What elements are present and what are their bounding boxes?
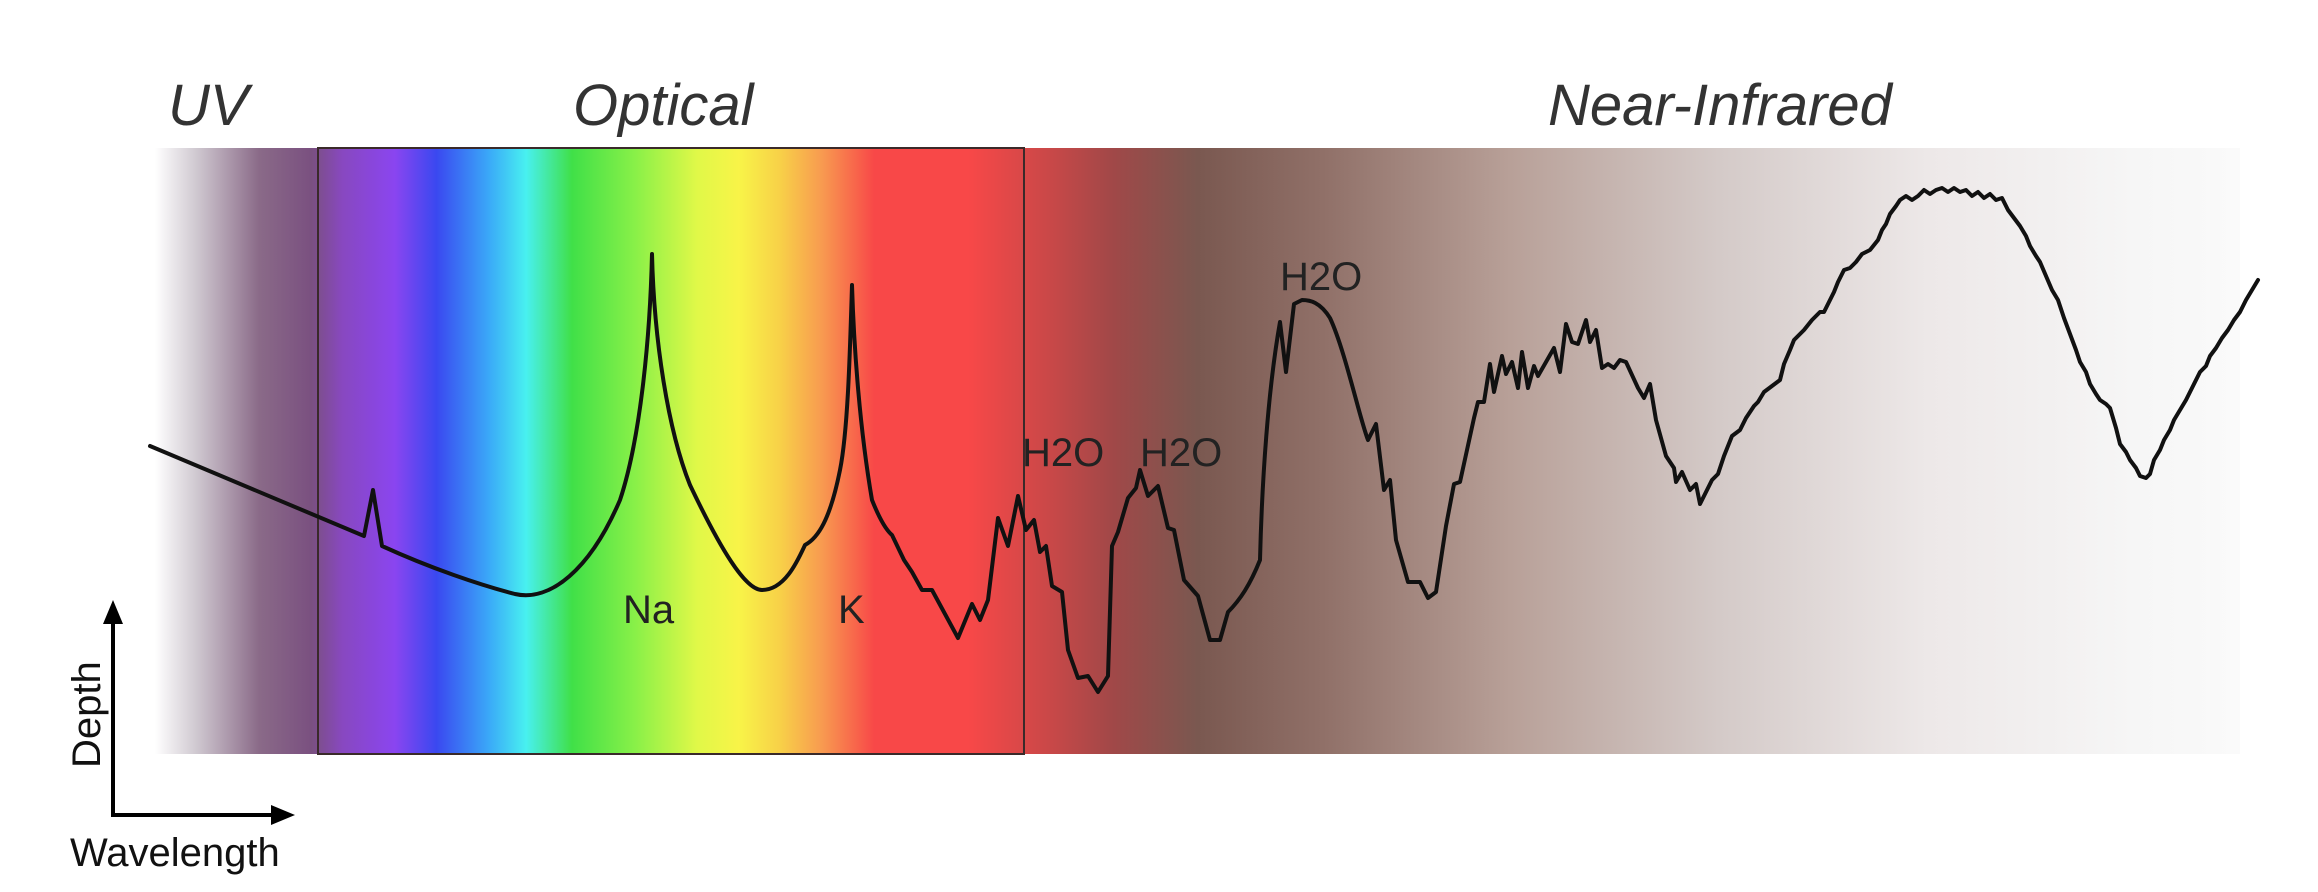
near-infrared-region-label: Near-Infrared [1548,73,1894,138]
h2o-label-3: H2O [1280,255,1362,299]
optical-region-box [317,147,1025,755]
y-axis-label: Depth [65,661,109,768]
spectrum-line [148,186,2260,694]
x-axis-arrowhead [271,805,295,825]
h2o-label-2: H2O [1140,431,1222,475]
uv-region-label: UV [168,73,254,138]
na-label: Na [623,588,675,632]
optical-region-label: Optical [573,73,756,138]
k-label: K [838,588,865,632]
axes [103,600,295,825]
x-axis-label: Wavelength [70,831,280,875]
spectrum-band [155,148,2240,754]
h2o-label-1: H2O [1022,431,1104,475]
y-axis-arrowhead [103,600,123,624]
